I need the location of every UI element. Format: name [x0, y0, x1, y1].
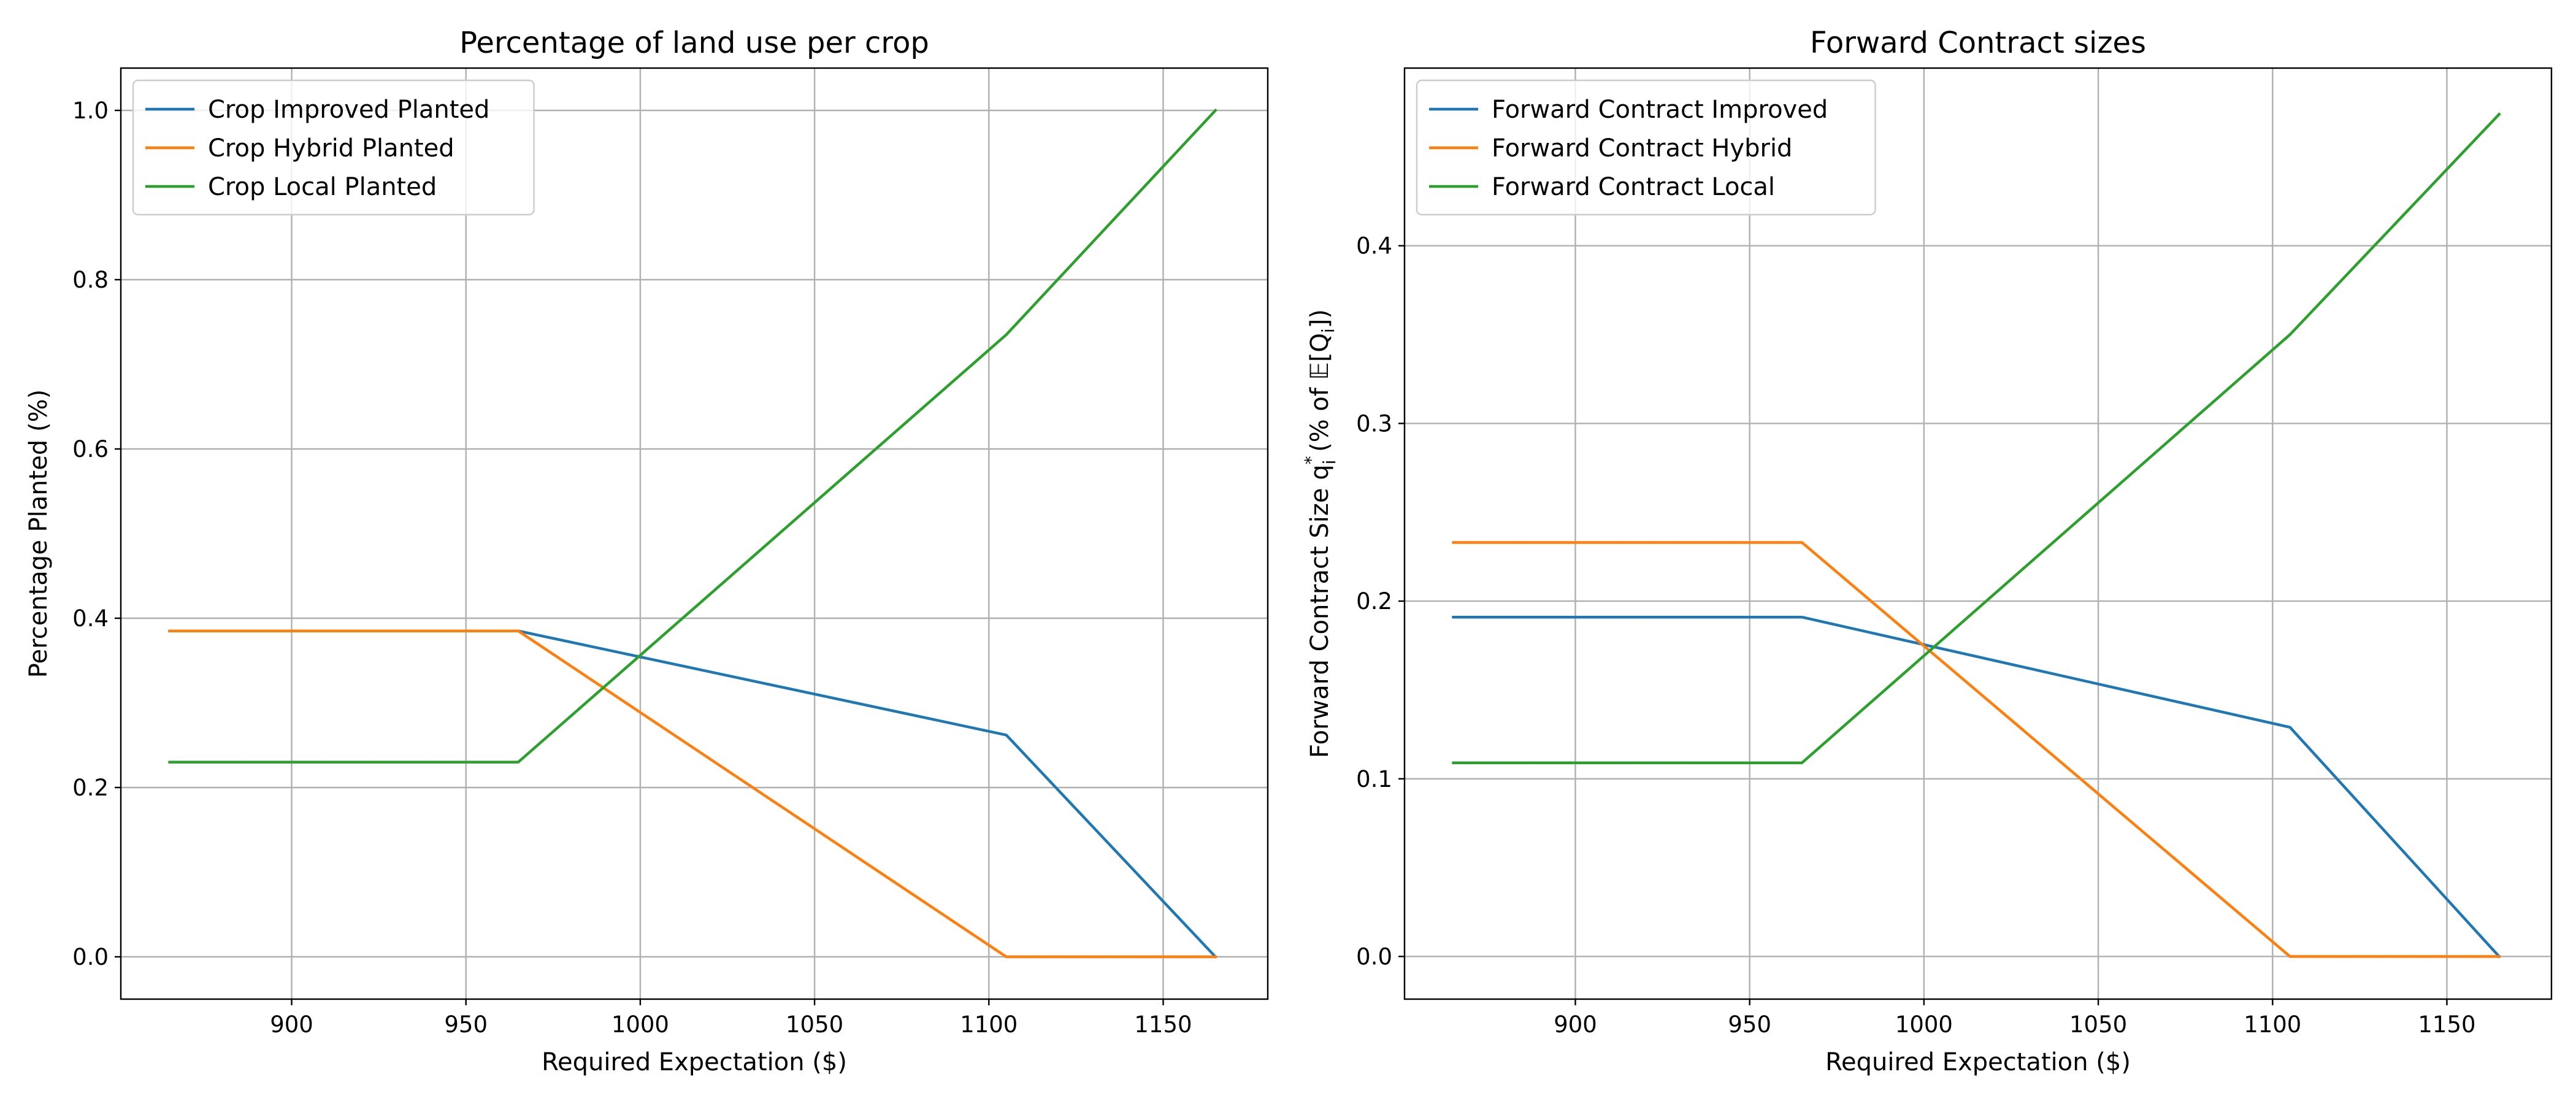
series-line [168, 108, 1217, 764]
chart-title: Forward Contract sizes [1810, 26, 2146, 60]
x-axis-label: Required Expectation ($) [1825, 1048, 2131, 1076]
x-axis-label: Required Expectation ($) [542, 1048, 847, 1076]
series-line [1452, 615, 2501, 959]
series-line [168, 629, 1217, 959]
x-tick-label: 1150 [2418, 1011, 2475, 1038]
plot-series [1452, 112, 2501, 959]
series-line [1452, 541, 2501, 958]
y-axis-label-sup: * [1301, 456, 1321, 464]
x-tick-label: 1150 [1134, 1011, 1192, 1038]
x-tick-label: 950 [1728, 1011, 1771, 1038]
y-axis-label: Forward Contract Size q*i (% of 𝔼[Qi]) [1301, 309, 1340, 758]
x-tick-label: 1050 [786, 1011, 843, 1038]
y-tick-label: 0.0 [1356, 943, 1392, 970]
y-tick-label: 0.2 [1356, 588, 1392, 615]
y-axis-label-rest: (% of 𝔼[Q [1306, 333, 1334, 460]
legend-label: Forward Contract Improved [1492, 96, 1828, 124]
legend-label: Crop Local Planted [208, 173, 437, 201]
x-tick-label: 950 [444, 1011, 488, 1038]
y-axis-label-main: Forward Contract Size q [1306, 464, 1334, 758]
legend-label: Crop Hybrid Planted [208, 134, 454, 163]
x-tick-label: 1000 [611, 1011, 669, 1038]
y-axis-label-sub: i [1319, 460, 1340, 465]
axes-frame [120, 67, 1269, 1000]
y-tick-label: 0.4 [1356, 233, 1392, 259]
legend-box [132, 79, 535, 216]
x-tick-label: 1100 [960, 1011, 1018, 1038]
y-axis-label: Percentage Planted (%) [25, 389, 53, 678]
legend: Forward Contract Improved Forward Contrac… [1416, 79, 1876, 216]
axes-frame [1403, 67, 2553, 1000]
legend: Crop Improved Planted Crop Hybrid Planted… [132, 79, 535, 216]
x-tick-label: 900 [270, 1011, 313, 1038]
y-tick-label: 0.8 [72, 267, 109, 293]
x-tick-label: 1050 [2069, 1011, 2127, 1038]
y-axis-label-rest-sub: i [1318, 328, 1338, 333]
ticks: 900 950 1000 1050 1100 1150 0.0 0.1 0.2 0.3 0.4 [1356, 233, 2475, 1038]
y-axis-label-end: ]) [1306, 309, 1334, 328]
ticks: 900 950 1000 1050 1100 1150 0.0 0.2 0.4 0.6 0.8 1.0 [72, 98, 1192, 1038]
legend-box [1416, 79, 1876, 216]
grid [1405, 68, 2551, 999]
legend-label: Forward Contract Local [1492, 173, 1775, 201]
y-tick-label: 0.0 [72, 944, 109, 970]
legend-label: Forward Contract Hybrid [1492, 134, 1792, 163]
y-tick-label: 0.3 [1356, 410, 1392, 437]
y-tick-label: 0.2 [72, 775, 109, 801]
y-tick-label: 0.6 [72, 436, 109, 462]
series-line [1452, 112, 2501, 764]
chart-forward-contracts: Forward Contract sizes 900 950 1000 1050 110… [1301, 26, 2553, 1076]
plot-series [168, 108, 1217, 959]
x-tick-label: 1100 [2244, 1011, 2301, 1038]
y-tick-label: 0.4 [72, 605, 109, 632]
chart-land-use: Percentage of land use per crop 900 950 10… [25, 26, 1269, 1076]
legend-label: Crop Improved Planted [208, 96, 489, 124]
x-tick-label: 1000 [1895, 1011, 1953, 1038]
y-tick-label: 1.0 [72, 98, 109, 124]
y-tick-label: 0.1 [1356, 766, 1392, 792]
chart-title: Percentage of land use per crop [459, 26, 929, 60]
x-tick-label: 900 [1554, 1011, 1597, 1038]
